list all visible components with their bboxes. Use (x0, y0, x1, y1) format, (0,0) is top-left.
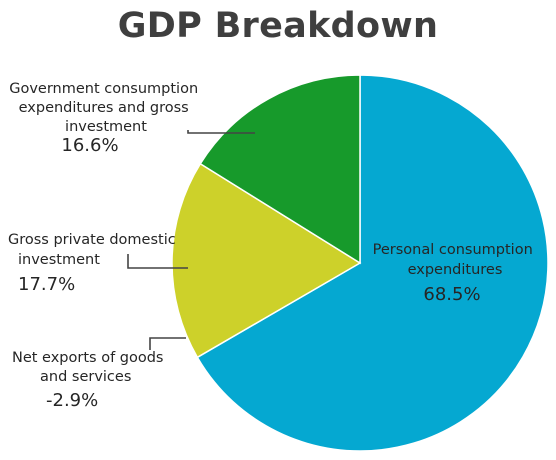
slice-label-gross-private-line2: investment (18, 252, 100, 268)
slice-label-personal-consumption-line1: Personal consumption (373, 242, 533, 258)
pie-slice-gross-private-domestic-investment (171, 162, 362, 359)
leader-line-net-exports (149, 337, 186, 350)
slice-label-gross-private: Gross private domestic investment (8, 232, 180, 268)
slice-label-personal-consumption-line2: expenditures (408, 262, 503, 278)
slice-value-net-exports: -2.9% (46, 390, 98, 411)
pie-slice-government-consumption-expenditures-and-gross-investment (199, 74, 361, 265)
slice-label-government-line3: investment (65, 119, 147, 135)
leader-lines (127, 130, 255, 350)
leader-line-gross-private (127, 254, 188, 269)
slice-label-net-exports: Net exports of goods and services (12, 350, 168, 385)
slice-value-gross-private: 17.7% (18, 274, 75, 295)
pie-slice-personal-consumption-expenditures (196, 74, 549, 452)
slice-value-government: 16.6% (61, 135, 118, 156)
slice-label-government-line2: expenditures and gross (19, 100, 189, 116)
slice-value-personal-consumption: 68.5% (423, 284, 480, 305)
chart-title: GDP Breakdown (117, 6, 439, 46)
slice-label-government: Government consumption expenditures and … (9, 81, 203, 135)
slice-label-net-exports-line2: and services (40, 369, 131, 385)
slice-label-net-exports-line1: Net exports of goods (12, 350, 164, 366)
slice-label-government-line1: Government consumption (9, 81, 198, 97)
slice-label-gross-private-line1: Gross private domestic (8, 232, 176, 248)
slice-label-personal-consumption: Personal consumption expenditures (373, 242, 538, 278)
leader-line-government (187, 130, 255, 134)
pie-slices (171, 74, 549, 452)
